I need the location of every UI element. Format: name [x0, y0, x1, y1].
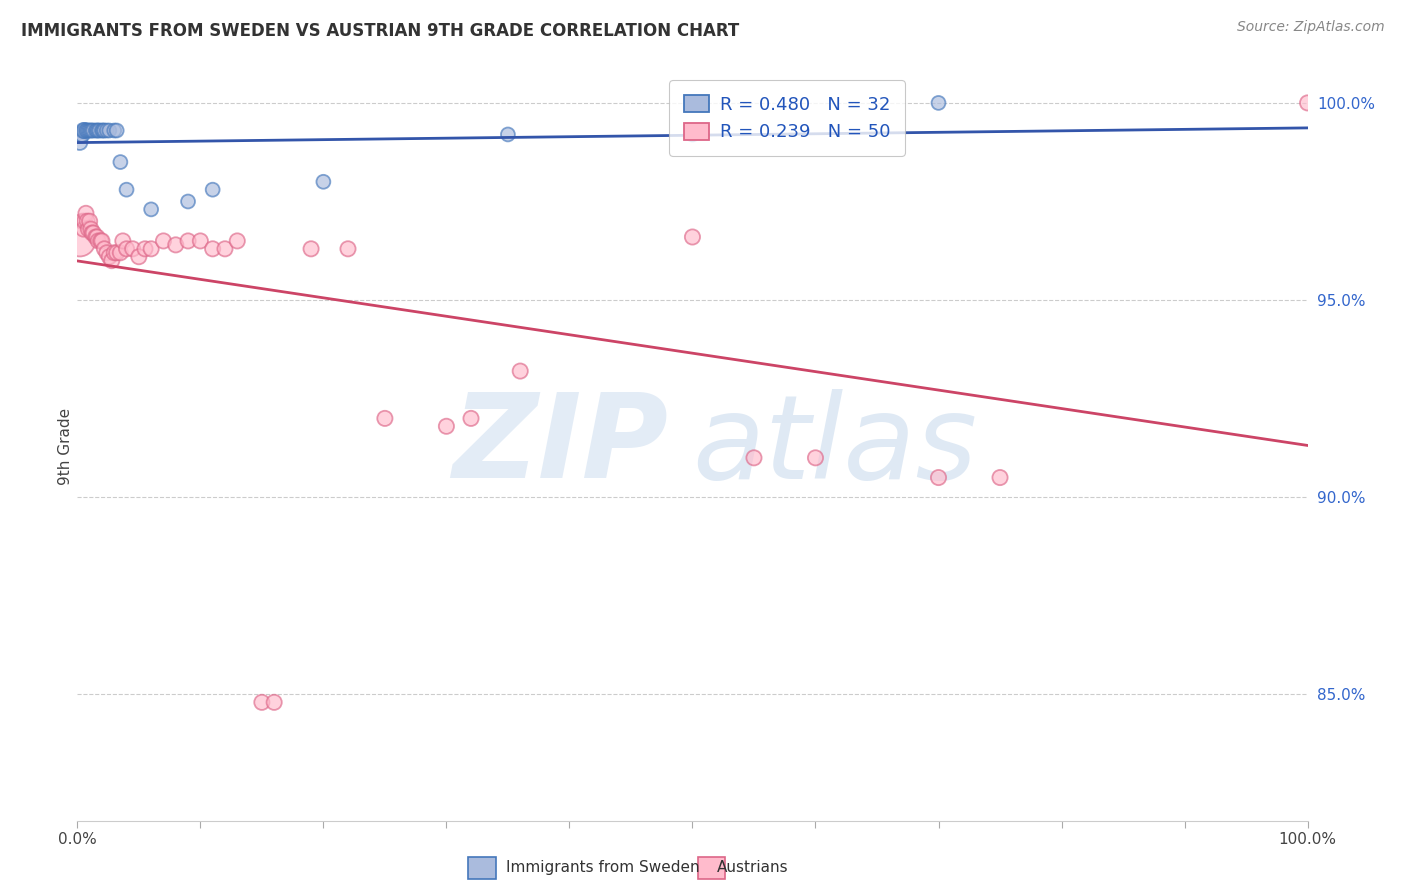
Point [87, 123, 110, 137]
Point [79, 123, 101, 137]
Y-axis label: 9th Grade: 9th Grade [58, 408, 73, 484]
Point [682, 230, 704, 244]
Point [84, 123, 107, 137]
Point [70, 128, 93, 142]
Point [152, 234, 174, 248]
Point [312, 175, 335, 189]
Point [101, 253, 124, 268]
Point [82, 226, 104, 240]
Point [128, 250, 150, 264]
Point [73, 123, 96, 137]
Point [928, 470, 950, 484]
Point [87, 234, 110, 248]
Bar [468, 857, 496, 879]
Point [201, 183, 224, 197]
Point [214, 242, 236, 256]
Point [69, 234, 91, 248]
Point [80, 222, 103, 236]
Point [337, 242, 360, 256]
Point [76, 123, 98, 137]
Point [460, 411, 482, 425]
Text: atlas: atlas [693, 389, 977, 503]
Point [98, 123, 121, 137]
Point [84, 230, 107, 244]
Point [82, 123, 104, 137]
Point [804, 450, 827, 465]
Point [75, 123, 97, 137]
Text: Source: ZipAtlas.com: Source: ZipAtlas.com [1237, 20, 1385, 34]
Point [93, 242, 115, 256]
Point [90, 234, 112, 248]
Point [105, 123, 128, 137]
Point [110, 245, 132, 260]
Point [80, 123, 103, 137]
Point [77, 123, 100, 137]
Point [89, 123, 111, 137]
Point [70, 214, 93, 228]
Text: Immigrants from Sweden: Immigrants from Sweden [506, 860, 700, 874]
Point [82, 123, 104, 137]
Point [110, 155, 132, 169]
Point [70, 128, 93, 142]
Point [509, 364, 531, 378]
Point [96, 245, 118, 260]
Point [1296, 95, 1319, 110]
Point [103, 245, 125, 260]
Point [299, 242, 322, 256]
Point [165, 238, 187, 252]
Point [682, 128, 704, 142]
Point [96, 123, 118, 137]
Point [72, 222, 94, 236]
Point [374, 411, 396, 425]
Point [111, 234, 134, 248]
Legend: R = 0.480   N = 32, R = 0.239   N = 50: R = 0.480 N = 32, R = 0.239 N = 50 [669, 80, 905, 156]
Point [105, 245, 128, 260]
Point [69, 136, 91, 150]
Text: IMMIGRANTS FROM SWEDEN VS AUSTRIAN 9TH GRADE CORRELATION CHART: IMMIGRANTS FROM SWEDEN VS AUSTRIAN 9TH G… [21, 22, 740, 40]
Point [76, 214, 98, 228]
Point [72, 123, 94, 137]
Point [115, 242, 138, 256]
Point [91, 123, 114, 137]
Point [98, 250, 121, 264]
Text: Austrians: Austrians [717, 860, 789, 874]
Point [436, 419, 458, 434]
Point [77, 222, 100, 236]
Point [121, 242, 143, 256]
Point [177, 194, 200, 209]
Point [496, 128, 519, 142]
Point [73, 214, 96, 228]
Point [86, 230, 108, 244]
Point [177, 234, 200, 248]
Point [75, 206, 97, 220]
Point [93, 123, 115, 137]
Point [90, 234, 114, 248]
Text: ZIP: ZIP [451, 389, 668, 503]
Point [988, 470, 1011, 484]
Point [90, 123, 114, 137]
Point [86, 123, 108, 137]
Point [190, 234, 212, 248]
Point [82, 226, 104, 240]
Point [263, 695, 285, 709]
Bar [697, 857, 725, 879]
Point [103, 123, 125, 137]
Point [141, 242, 163, 256]
Point [141, 202, 163, 217]
Point [134, 242, 156, 256]
Point [201, 242, 224, 256]
Point [250, 695, 273, 709]
Point [79, 214, 101, 228]
Point [226, 234, 249, 248]
Point [115, 183, 138, 197]
Point [928, 95, 950, 110]
Point [742, 450, 765, 465]
